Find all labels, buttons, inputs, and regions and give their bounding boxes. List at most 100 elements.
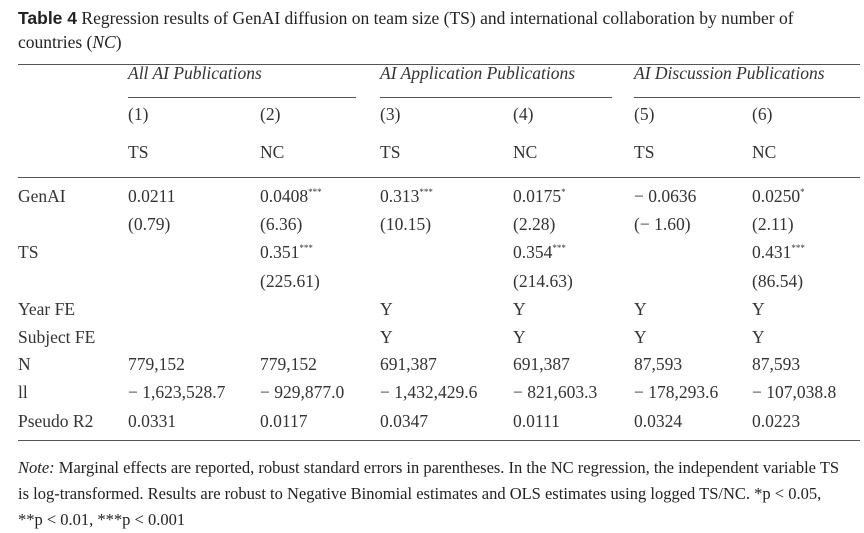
table-cell: Y <box>380 327 393 348</box>
cell-value: 87,593 <box>634 354 683 374</box>
group-header: All AI Publications <box>128 63 262 83</box>
row-label: ll <box>18 382 28 402</box>
cell-value: Y <box>380 299 393 319</box>
group-rule <box>380 97 612 98</box>
caption-nc: NC <box>92 32 116 52</box>
cell-value: 0.431 <box>752 242 792 262</box>
table-cell: 0.431*** <box>752 242 805 263</box>
cell-value: 0.0223 <box>752 411 801 431</box>
table-cell: − 0.0636 <box>634 186 696 207</box>
significance-stars: *** <box>419 187 433 198</box>
cell-value: (225.61) <box>260 271 320 291</box>
column-variable: TS <box>380 142 401 162</box>
note-text: Marginal effects are reported, robust st… <box>18 458 840 529</box>
bottom-rule <box>18 440 860 441</box>
table-cell: (10.15) <box>380 214 431 235</box>
caption-text: Regression results of GenAI diffusion on… <box>18 8 794 52</box>
table-cell: 0.0211 <box>128 186 175 207</box>
column-variable: NC <box>752 142 777 162</box>
cell-value: 0.351 <box>260 242 300 262</box>
cell-value: (0.79) <box>128 214 171 234</box>
group-header: AI Application Publications <box>380 63 576 83</box>
cell-value: − 178,293.6 <box>634 382 719 402</box>
table-cell: − 1,623,528.7 <box>128 382 225 403</box>
cell-value: Y <box>752 299 765 319</box>
header-rule <box>18 177 860 178</box>
column-number: (6) <box>752 104 773 124</box>
table-cell: − 107,038.8 <box>752 382 836 403</box>
significance-stars: *** <box>791 243 805 254</box>
row-label: Subject FE <box>18 327 96 347</box>
table-cell: − 1,432,429.6 <box>380 382 477 403</box>
table-cell: 0.0324 <box>634 411 682 432</box>
significance-stars: *** <box>308 187 322 198</box>
top-rule <box>18 64 860 65</box>
table-cell: Y <box>513 299 526 320</box>
cell-value: − 929,877.0 <box>260 382 345 402</box>
table-cell: 0.0111 <box>513 411 560 432</box>
cell-value: − 0.0636 <box>634 186 697 206</box>
table-cell: − 178,293.6 <box>634 382 718 403</box>
significance-stars: * <box>800 187 805 198</box>
table-cell: (2.11) <box>752 214 794 235</box>
table-cell: 0.0347 <box>380 411 428 432</box>
row-label: N <box>18 354 31 374</box>
note-label: Note: <box>18 458 55 477</box>
significance-stars: *** <box>552 243 566 254</box>
table-cell: 0.351*** <box>260 242 313 263</box>
cell-value: (− 1.60) <box>634 214 691 234</box>
group-rule <box>634 97 860 98</box>
table-cell: (214.63) <box>513 271 573 292</box>
column-number: (3) <box>380 104 401 124</box>
table-cell: 0.0331 <box>128 411 176 432</box>
table-cell: 0.0175* <box>513 186 566 207</box>
column-variable: NC <box>260 142 285 162</box>
cell-value: (2.11) <box>752 214 794 234</box>
cell-value: 0.354 <box>513 242 553 262</box>
row-label: TS <box>18 242 39 262</box>
cell-value: 0.313 <box>380 186 420 206</box>
cell-value: 0.0175 <box>513 186 562 206</box>
caption-close: ) <box>115 32 122 52</box>
cell-value: Y <box>634 299 647 319</box>
cell-value: Y <box>380 327 393 347</box>
table-cell: Y <box>634 299 647 320</box>
table-cell: − 821,603.3 <box>513 382 597 403</box>
cell-value: (214.63) <box>513 271 573 291</box>
table-cell: 87,593 <box>634 354 682 375</box>
cell-value: 691,387 <box>513 354 570 374</box>
column-number: (1) <box>128 104 149 124</box>
significance-stars: * <box>561 187 566 198</box>
group-rule <box>128 97 356 98</box>
column-variable: TS <box>634 142 655 162</box>
table-cell: (2.28) <box>513 214 555 235</box>
column-variable: NC <box>513 142 538 162</box>
column-variable: TS <box>128 142 149 162</box>
cell-value: 0.0117 <box>260 411 308 431</box>
cell-value: − 1,432,429.6 <box>380 382 478 402</box>
table-cell: (86.54) <box>752 271 803 292</box>
table-caption: Table 4 Regression results of GenAI diff… <box>18 6 858 54</box>
table-cell: Y <box>513 327 526 348</box>
table-cell: 0.313*** <box>380 186 433 207</box>
table-cell: 0.354*** <box>513 242 566 263</box>
table-cell: 0.0223 <box>752 411 800 432</box>
column-number: (4) <box>513 104 534 124</box>
cell-value: 0.0324 <box>634 411 683 431</box>
cell-value: 0.0347 <box>380 411 429 431</box>
column-number: (2) <box>260 104 281 124</box>
cell-value: Y <box>634 327 647 347</box>
table-cell: 87,593 <box>752 354 800 375</box>
table-cell: 691,387 <box>513 354 570 375</box>
cell-value: (6.36) <box>260 214 303 234</box>
cell-value: 0.0408 <box>260 186 309 206</box>
table-cell: 779,152 <box>260 354 317 375</box>
table-cell: 0.0117 <box>260 411 307 432</box>
table-cell: Y <box>752 299 765 320</box>
cell-value: − 1,623,528.7 <box>128 382 226 402</box>
cell-value: 0.0111 <box>513 411 560 431</box>
cell-value: − 821,603.3 <box>513 382 598 402</box>
cell-value: (86.54) <box>752 271 804 291</box>
cell-value: Y <box>752 327 765 347</box>
cell-value: Y <box>513 327 526 347</box>
